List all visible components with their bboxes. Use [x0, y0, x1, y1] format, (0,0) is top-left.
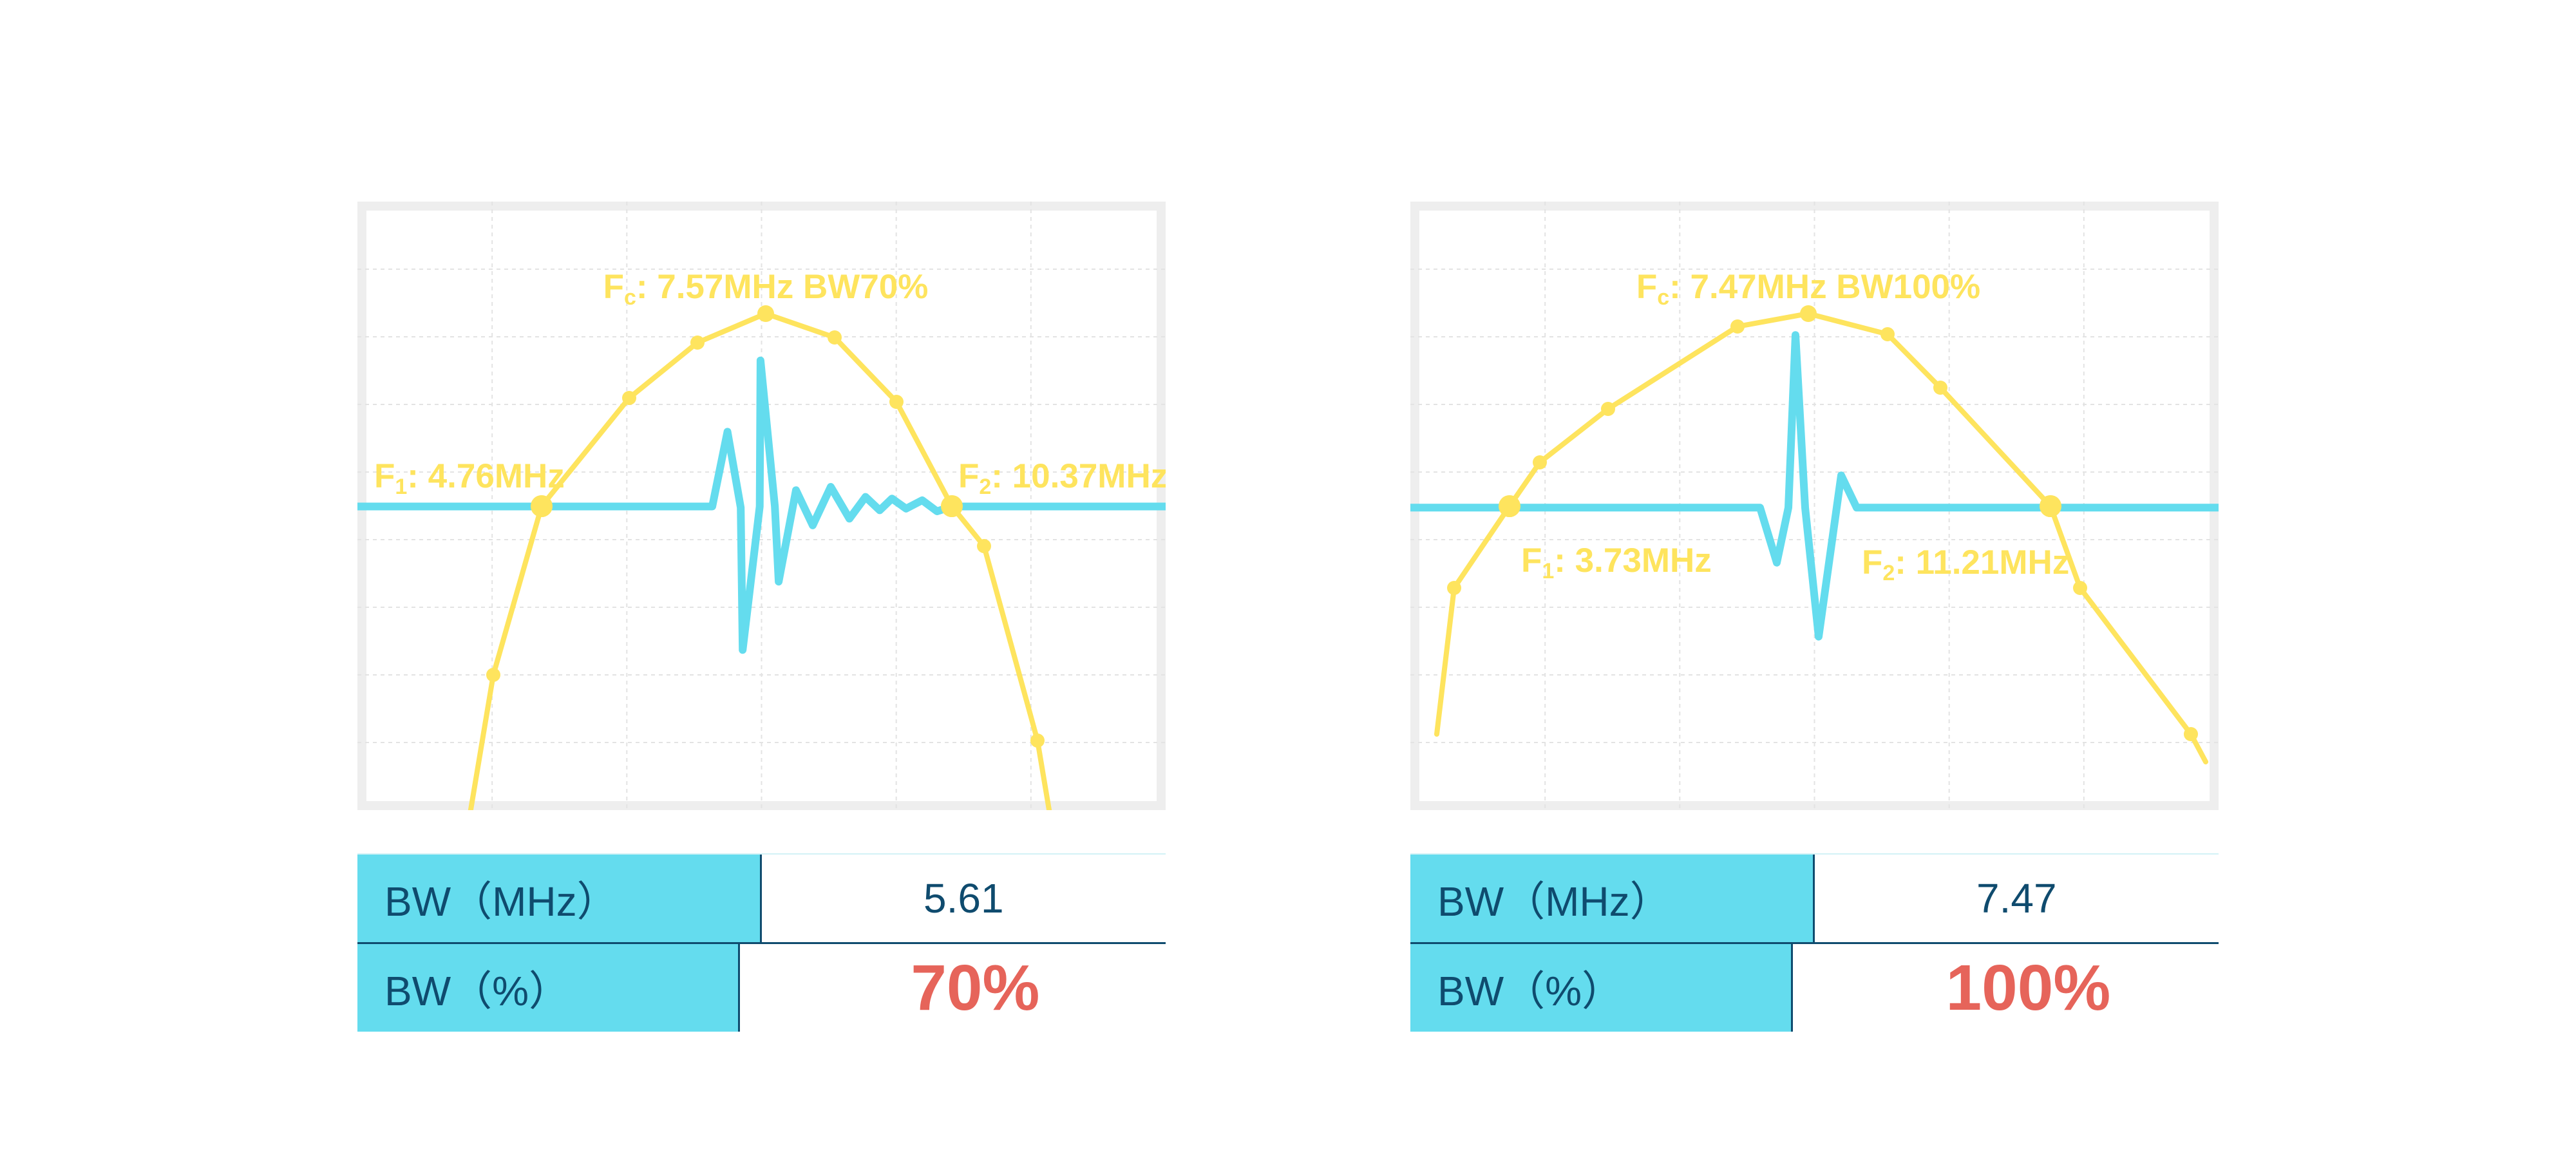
svg-text:Fc: 7.57MHz BW70%: Fc: 7.57MHz BW70%: [603, 268, 929, 310]
svg-text:F2: 11.21MHz: F2: 11.21MHz: [1862, 544, 2069, 585]
svg-text:F1: 4.76MHz: F1: 4.76MHz: [374, 457, 565, 499]
svg-text:F2: 10.37MHz: F2: 10.37MHz: [958, 457, 1166, 499]
svg-text:Fc: 7.47MHz BW100%: Fc: 7.47MHz BW100%: [1636, 268, 1980, 310]
svg-text:F1: 3.73MHz: F1: 3.73MHz: [1521, 542, 1712, 583]
